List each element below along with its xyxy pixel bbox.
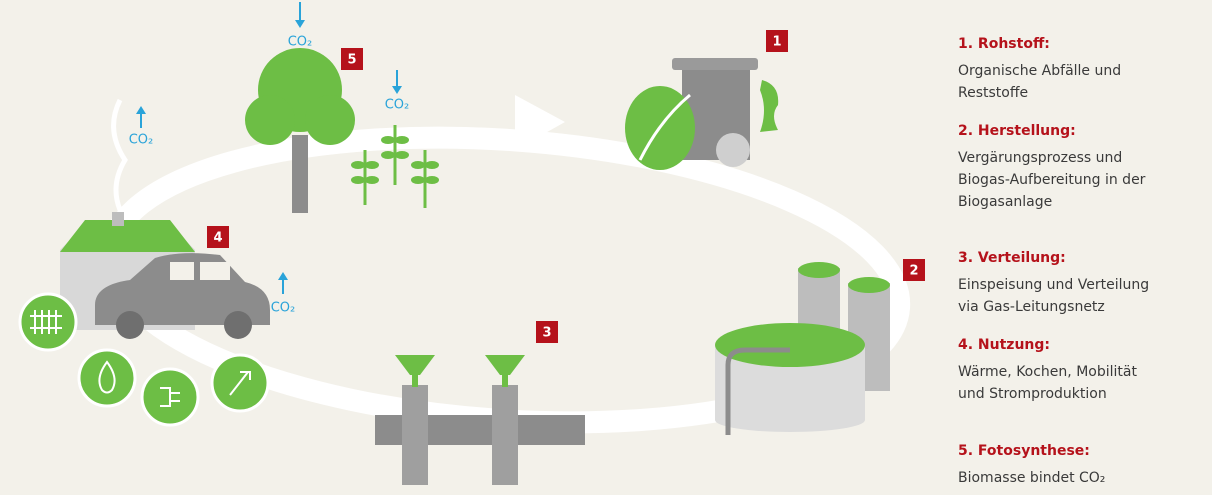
legend-title: 5. Fotosynthese: (958, 443, 1090, 459)
legend-text: Biogasanlage (958, 194, 1052, 210)
marker-label: 4 (213, 231, 222, 246)
legend-text: Vergärungsprozess und (958, 150, 1122, 166)
co2-label: CO₂ (288, 35, 313, 50)
legend-title: 1. Rohstoff: (958, 36, 1050, 52)
legend-text: Einspeisung und Verteilung (958, 277, 1149, 293)
marker-label: 2 (909, 264, 918, 279)
legend-text: via Gas-Leitungsnetz (958, 299, 1105, 315)
marker-label: 5 (347, 53, 356, 68)
co2-label: CO₂ (271, 301, 296, 316)
co2-label: CO₂ (129, 133, 154, 148)
legend-text: Biogas-Aufbereitung in der (958, 172, 1146, 188)
legend-text: Organische Abfälle und (958, 63, 1121, 79)
legend-title: 2. Herstellung: (958, 123, 1076, 139)
legend-text: Reststoffe (958, 85, 1028, 101)
marker-label: 3 (542, 326, 551, 341)
co2-label: CO₂ (385, 98, 410, 113)
legend-text: Wärme, Kochen, Mobilität (958, 364, 1137, 380)
legend-title: 4. Nutzung: (958, 337, 1050, 353)
diagram: CO₂ CO₂ CO₂ CO₂ 1 2 3 4 5 1. Rohstoff: Or… (0, 0, 1212, 495)
marker-label: 1 (772, 35, 781, 50)
legend-title: 3. Verteilung: (958, 250, 1066, 266)
legend-text: Biomasse bindet CO₂ (958, 470, 1105, 486)
legend-text: und Stromproduktion (958, 386, 1107, 402)
